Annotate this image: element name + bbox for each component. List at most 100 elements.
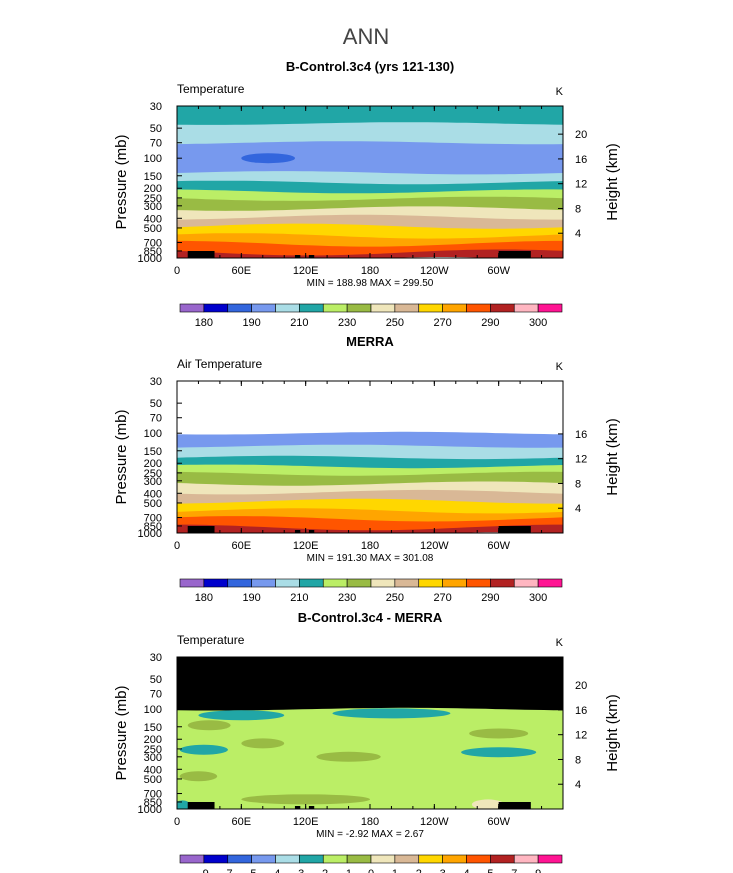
height-tick-label: 4 bbox=[575, 503, 581, 515]
pressure-tick-label: 100 bbox=[144, 704, 162, 716]
colorbar-swatch bbox=[513, 303, 539, 313]
variable-label: Temperature bbox=[177, 633, 245, 647]
colorbar-swatch bbox=[251, 578, 276, 588]
lon-tick-label: 120W bbox=[420, 540, 449, 552]
colorbar-label: 180 bbox=[195, 317, 213, 329]
colorbar-swatch bbox=[442, 303, 467, 313]
colorbar-swatch bbox=[418, 303, 443, 313]
pressure-tick-label: 150 bbox=[144, 446, 162, 458]
colorbar-label: 300 bbox=[529, 317, 547, 329]
colorbar-swatch bbox=[275, 303, 300, 313]
topography bbox=[187, 802, 215, 809]
topography bbox=[498, 251, 531, 258]
contour-band bbox=[177, 657, 563, 713]
colorbar-swatch bbox=[203, 303, 229, 313]
colorbar-swatch bbox=[370, 303, 396, 313]
pressure-tick-label: 250 bbox=[144, 468, 162, 480]
lon-tick-label: 180 bbox=[361, 540, 379, 552]
colorbar-swatch bbox=[227, 578, 252, 588]
colorbar-swatch bbox=[466, 303, 491, 313]
pressure-tick-label: 70 bbox=[150, 413, 162, 425]
colorbar-swatch bbox=[513, 578, 539, 588]
height-tick-label: 4 bbox=[575, 779, 581, 791]
colorbar-swatch bbox=[346, 578, 372, 588]
colorbar-label: -7 bbox=[223, 868, 233, 873]
pressure-tick-label: 30 bbox=[150, 101, 162, 113]
lon-tick-label: 0 bbox=[174, 265, 180, 277]
colorbar-label: 300 bbox=[529, 592, 547, 604]
pressure-tick-label: 200 bbox=[144, 734, 162, 746]
height-tick-label: 20 bbox=[575, 680, 587, 692]
colorbar-label: 180 bbox=[195, 592, 213, 604]
pressure-tick-label: 500 bbox=[144, 774, 162, 786]
pressure-tick-label: 400 bbox=[144, 213, 162, 225]
colorbar-swatch bbox=[513, 854, 539, 864]
pressure-tick-label: 70 bbox=[150, 689, 162, 701]
colorbar-swatch bbox=[466, 854, 491, 864]
lon-tick-label: 180 bbox=[361, 816, 379, 828]
colorbar-swatch bbox=[179, 578, 205, 588]
pressure-tick-label: 850 bbox=[144, 521, 162, 533]
height-tick-label: 8 bbox=[575, 754, 581, 766]
topography bbox=[308, 530, 315, 533]
lon-tick-label: 60W bbox=[487, 816, 510, 828]
colorbar-label: 3 bbox=[440, 868, 446, 873]
units-label: K bbox=[556, 361, 564, 373]
min-max-text: MIN = 188.98 MAX = 299.50 bbox=[307, 278, 434, 289]
topography bbox=[308, 806, 315, 809]
colorbar-swatch bbox=[490, 854, 515, 864]
colorbar-swatch bbox=[299, 578, 324, 588]
min-max-text: MIN = -2.92 MAX = 2.67 bbox=[316, 829, 424, 840]
contour-blob bbox=[241, 794, 370, 805]
contour-blob bbox=[187, 720, 231, 731]
pressure-tick-label: 300 bbox=[144, 201, 162, 213]
pressure-tick-label: 700 bbox=[144, 789, 162, 801]
contour-blob bbox=[469, 728, 529, 739]
colorbar-label: 7 bbox=[511, 868, 517, 873]
contour-blob bbox=[461, 747, 537, 758]
pressure-tick-label: 150 bbox=[144, 722, 162, 734]
colorbar-swatch bbox=[251, 303, 276, 313]
pressure-tick-label: 400 bbox=[144, 488, 162, 500]
colorbar-swatch bbox=[179, 854, 205, 864]
y-axis-label: Pressure (mb) bbox=[113, 685, 130, 780]
lon-tick-label: 60E bbox=[232, 265, 252, 277]
pressure-tick-label: 50 bbox=[150, 674, 162, 686]
colorbar-swatch bbox=[442, 578, 467, 588]
units-label: K bbox=[556, 86, 564, 98]
lon-tick-label: 60E bbox=[232, 816, 252, 828]
contour-blob bbox=[241, 738, 285, 749]
height-tick-label: 4 bbox=[575, 228, 581, 240]
pressure-tick-label: 1000 bbox=[138, 804, 162, 816]
pressure-tick-label: 300 bbox=[144, 752, 162, 764]
colorbar-label: -5 bbox=[247, 868, 257, 873]
colorbar-swatch bbox=[179, 303, 205, 313]
colorbar-label: 230 bbox=[338, 317, 356, 329]
colorbar-label: 290 bbox=[481, 317, 499, 329]
colorbar-label: -2 bbox=[318, 868, 328, 873]
colorbar-swatch bbox=[251, 854, 276, 864]
pressure-tick-label: 200 bbox=[144, 183, 162, 195]
colorbar-swatch bbox=[203, 578, 229, 588]
colorbar-label: 9 bbox=[535, 868, 541, 873]
y-axis-label-right: Height (km) bbox=[604, 694, 621, 772]
variable-label: Air Temperature bbox=[177, 357, 262, 371]
topography bbox=[498, 802, 531, 809]
lon-tick-label: 120W bbox=[420, 816, 449, 828]
topography bbox=[498, 526, 531, 533]
lon-tick-label: 60W bbox=[487, 540, 510, 552]
contour-band bbox=[177, 381, 563, 437]
contour-band bbox=[177, 214, 563, 231]
height-tick-label: 16 bbox=[575, 154, 587, 166]
plot-area bbox=[177, 106, 563, 258]
colorbar-label: 1 bbox=[392, 868, 398, 873]
colorbar-swatch bbox=[418, 578, 443, 588]
contour-blob bbox=[179, 744, 228, 755]
contour-blob bbox=[332, 708, 451, 719]
colorbar-swatch bbox=[418, 854, 443, 864]
pressure-tick-label: 850 bbox=[144, 797, 162, 809]
colorbar-swatch bbox=[394, 303, 420, 313]
lon-tick-label: 180 bbox=[361, 265, 379, 277]
height-tick-label: 20 bbox=[575, 129, 587, 141]
height-tick-label: 8 bbox=[575, 203, 581, 215]
